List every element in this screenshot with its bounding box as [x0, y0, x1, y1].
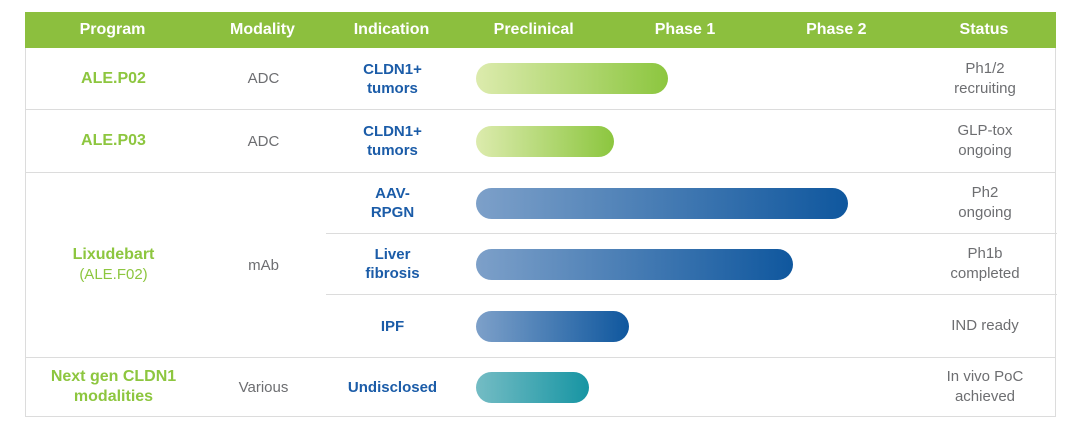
header-phases: Preclinical Phase 1 Phase 2 [458, 21, 912, 39]
indication-cell: CLDN1+ tumors [363, 60, 422, 97]
status-cell: Ph2 ongoing [913, 173, 1057, 234]
row-next-gen-cldn1: Next gen CLDN1 modalities Various Undisc… [26, 357, 1055, 416]
program-name: Lixudebart [72, 246, 155, 263]
status-cell: IND ready [951, 317, 1019, 334]
indication-cell: Undisclosed [347, 378, 438, 396]
program-cell: ALE.P03 [26, 110, 201, 172]
indication-cell: IPF [380, 317, 405, 335]
progress-bar [476, 310, 629, 342]
header-preclinical: Preclinical [493, 21, 574, 38]
modality-cell: ADC [247, 132, 280, 150]
row-ale-p02: ALE.P02 ADC CLDN1+ tumors Ph1/2 recruiti… [26, 48, 1055, 109]
table-body: ALE.P02 ADC CLDN1+ tumors Ph1/2 recruiti… [25, 48, 1057, 417]
progress-bar [476, 125, 614, 157]
row-group-lixudebart: Lixudebart (ALE.F02) mAb AAV- RPGN Ph2 o… [26, 172, 1057, 357]
phase-track [459, 48, 913, 109]
program-name: ALE.P03 [81, 132, 146, 149]
status-cell: In vivo PoC achieved [946, 368, 1024, 405]
status-cell: Ph1/2 recruiting [954, 59, 1016, 97]
program-cell: Lixudebart (ALE.F02) [26, 173, 201, 357]
indication-cell: CLDN1+ tumors [363, 123, 422, 159]
row-ale-p03: ALE.P03 ADC CLDN1+ tumors GLP-tox ongoin… [26, 109, 1055, 172]
program-name: ALE.P02 [81, 69, 146, 87]
status-cell: Ph1b completed [913, 234, 1057, 295]
header-program: Program [79, 21, 146, 38]
program-cell: Next gen CLDN1 modalities [26, 358, 201, 416]
header-modality: Modality [230, 21, 295, 38]
progress-bar [476, 371, 589, 403]
phase-track [459, 173, 913, 234]
progress-bar [476, 187, 848, 219]
phase-track [459, 358, 913, 416]
header-indication: Indication [353, 21, 430, 38]
header-status: Status [959, 21, 1009, 38]
phase-track [459, 234, 913, 295]
progress-bar [476, 248, 793, 280]
indication-cell: Liver fibrosis [326, 234, 459, 295]
phase-track [459, 110, 913, 172]
table-header: Program Modality Indication Preclinical … [25, 12, 1056, 48]
header-phase2: Phase 2 [806, 21, 867, 38]
phase-track [459, 295, 913, 357]
pipeline-table: Program Modality Indication Preclinical … [25, 12, 1057, 417]
progress-bar [476, 63, 668, 94]
indication-cell: AAV- RPGN [326, 173, 459, 234]
modality-cell: ADC [247, 70, 280, 87]
header-phase1: Phase 1 [654, 21, 716, 38]
modality-cell: mAb [248, 256, 279, 274]
program-name: Next gen CLDN1 modalities [50, 368, 177, 405]
status-cell: GLP-tox ongoing [957, 122, 1013, 159]
modality-cell: Various [238, 378, 289, 396]
program-code: (ALE.F02) [79, 266, 148, 283]
program-cell: ALE.P02 [26, 48, 201, 109]
